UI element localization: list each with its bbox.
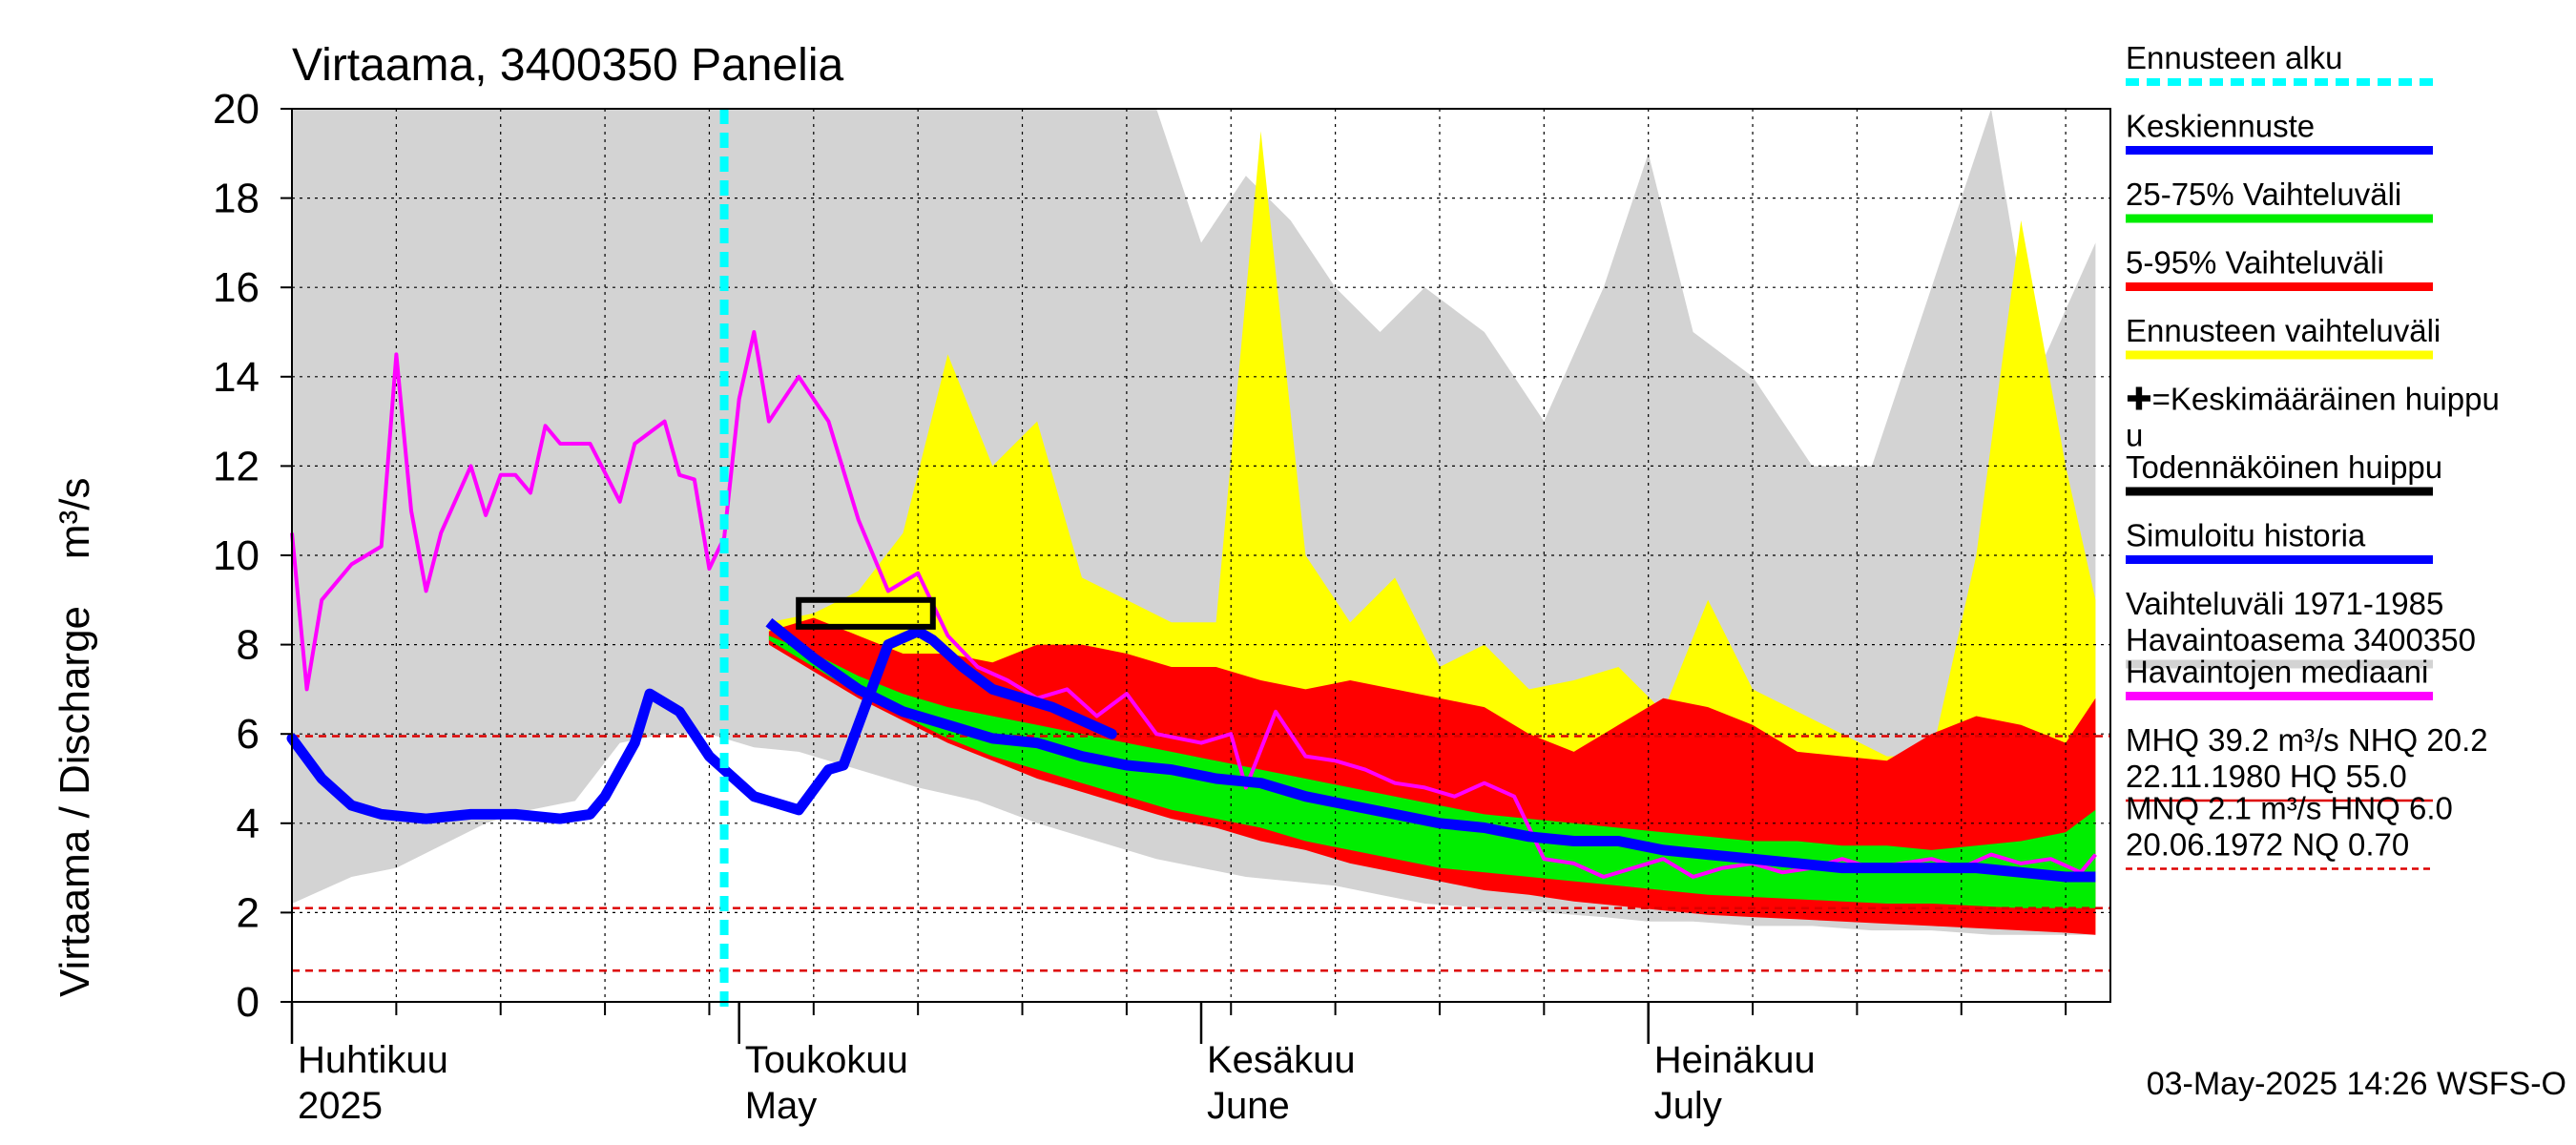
y-tick-label: 12 xyxy=(213,443,260,489)
legend-label: Havaintojen mediaani xyxy=(2126,655,2428,690)
y-tick-label: 8 xyxy=(237,622,260,669)
y-tick-label: 20 xyxy=(213,86,260,133)
p25-75-band xyxy=(768,635,2096,908)
mean-forecast-line xyxy=(765,617,2096,883)
legend-label: MHQ 39.2 m³/s NHQ 20.2 xyxy=(2126,722,2488,758)
legend-label: 25-75% Vaihteluväli xyxy=(2126,177,2401,212)
legend-label-line2: Havaintoasema 3400350 xyxy=(2126,622,2476,657)
y-tick-label: 0 xyxy=(237,979,260,1026)
footer-timestamp: 03-May-2025 14:26 WSFS-O xyxy=(2147,1066,2566,1102)
legend-label: Keskiennuste xyxy=(2126,109,2315,144)
y-tick-label: 14 xyxy=(213,354,260,401)
legend-label-line2: 22.11.1980 HQ 55.0 xyxy=(2126,759,2407,794)
x-month-label-fi: Kesäkuu xyxy=(1207,1039,1356,1081)
y-tick-label: 4 xyxy=(237,801,260,847)
x-month-label-en: July xyxy=(1654,1085,1722,1127)
y-tick-label: 2 xyxy=(237,889,260,936)
x-month-label-fi: Toukokuu xyxy=(745,1039,908,1081)
probable-peak-box xyxy=(796,596,936,630)
x-month-label-en: June xyxy=(1207,1085,1290,1127)
y-tick-label: 10 xyxy=(213,532,260,579)
y-tick-label: 16 xyxy=(213,264,260,311)
x-month-label-fi: Heinäkuu xyxy=(1654,1039,1816,1081)
x-month-label-en: May xyxy=(745,1085,818,1127)
legend-label: ✚=Keskimääräinen huippu xyxy=(2126,382,2500,417)
simulated-history-line xyxy=(286,626,1117,824)
chart-title: Virtaama, 3400350 Panelia xyxy=(292,40,844,91)
x-month-label-en: 2025 xyxy=(298,1085,383,1127)
y-tick-label: 6 xyxy=(237,711,260,758)
y-tick-label: 18 xyxy=(213,176,260,222)
legend-label: Vaihteluväli 1971-1985 xyxy=(2126,586,2443,621)
legend-label-line2: u xyxy=(2126,418,2143,453)
x-month-label-fi: Huhtikuu xyxy=(298,1039,448,1081)
legend-label-line2: 20.06.1972 NQ 0.70 xyxy=(2126,827,2409,863)
legend-label: Ennusteen vaihteluväli xyxy=(2126,313,2441,348)
legend-label: Simuloitu historia xyxy=(2126,518,2366,553)
legend-label: 5-95% Vaihteluväli xyxy=(2126,245,2384,281)
legend-label: Todennäköinen huippu xyxy=(2126,449,2442,485)
y-axis-label: Virtaama / Discharge m³/s xyxy=(52,478,98,997)
legend-label: Ennusteen alku xyxy=(2126,40,2343,75)
legend-label: MNQ 2.1 m³/s HNQ 6.0 xyxy=(2126,791,2453,826)
